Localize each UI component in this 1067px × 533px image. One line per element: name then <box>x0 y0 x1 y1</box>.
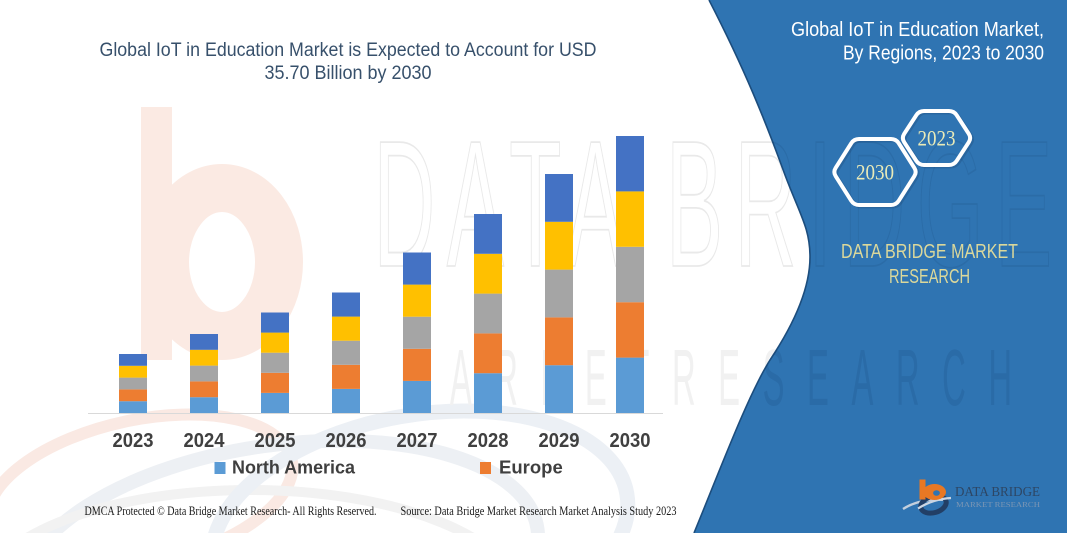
svg-text:North America: North America <box>232 457 356 478</box>
svg-text:2026: 2026 <box>326 430 367 452</box>
svg-text:DMCA Protected © Data Bridge M: DMCA Protected © Data Bridge Market Rese… <box>85 504 377 518</box>
svg-text:2027: 2027 <box>397 430 438 452</box>
svg-text:DATA BRIDGE MARKET: DATA BRIDGE MARKET <box>841 241 1018 263</box>
svg-text:2030: 2030 <box>610 430 651 452</box>
svg-text:2023: 2023 <box>113 430 154 452</box>
svg-text:2024: 2024 <box>184 430 226 452</box>
svg-text:2028: 2028 <box>468 430 509 452</box>
svg-text:MARKET RESEARCH: MARKET RESEARCH <box>956 501 1040 509</box>
svg-text:2029: 2029 <box>539 430 580 452</box>
svg-text:RESEARCH: RESEARCH <box>889 266 970 288</box>
svg-text:Global IoT in Education Market: Global IoT in Education Market, <box>791 18 1044 41</box>
svg-text:DATA BRIDGE: DATA BRIDGE <box>955 485 1040 500</box>
svg-text:Europe: Europe <box>499 457 563 478</box>
svg-text:By Regions, 2023 to 2030: By Regions, 2023 to 2030 <box>843 42 1044 65</box>
svg-text:Source: Data Bridge Market Res: Source: Data Bridge Market Research Mark… <box>401 504 677 518</box>
svg-text:2030: 2030 <box>856 160 894 185</box>
svg-text:2023: 2023 <box>918 126 956 151</box>
svg-text:35.70 Billion by 2030: 35.70 Billion by 2030 <box>265 63 432 84</box>
svg-text:Global IoT in Education Market: Global IoT in Education Market is Expect… <box>100 40 597 61</box>
svg-text:2025: 2025 <box>255 430 296 452</box>
